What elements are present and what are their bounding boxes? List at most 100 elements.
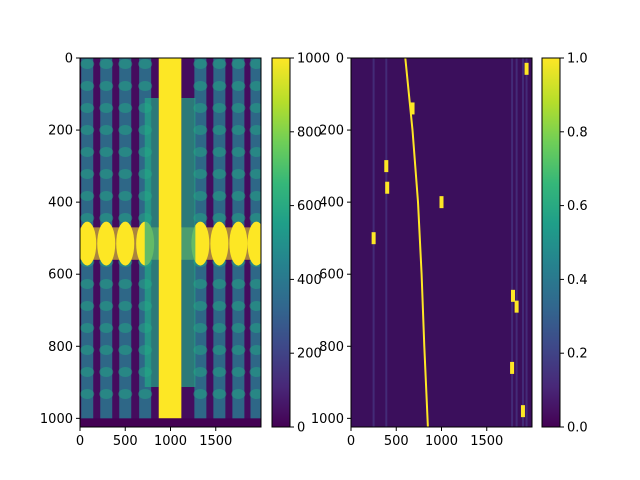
left-colorbar-frame (271, 57, 291, 428)
bright-blob (385, 181, 390, 194)
y-tick-label: 600 (319, 268, 344, 283)
band-texture (99, 125, 114, 135)
band-texture (249, 125, 261, 135)
band-texture (118, 301, 133, 311)
band-texture (80, 323, 95, 333)
band-texture (249, 81, 261, 91)
band-texture (249, 147, 261, 157)
center-band-glow (181, 98, 196, 387)
bottom-strip (80, 418, 261, 427)
band-texture (231, 389, 246, 399)
band-texture (80, 389, 95, 399)
band-texture (99, 367, 114, 377)
band-texture (99, 301, 114, 311)
band-texture (231, 59, 246, 69)
band-texture (118, 59, 133, 69)
bright-blob (510, 361, 515, 374)
bright-blob (520, 405, 525, 418)
y-tick-label: 1000 (311, 412, 344, 427)
band-texture (193, 169, 208, 179)
x-tick-label: 0 (76, 434, 84, 449)
y-tick-label: 0 (65, 52, 73, 67)
colorbar-tick-label: 1.0 (567, 52, 588, 67)
colorbar-tick-label: 600 (297, 199, 322, 214)
y-tick-label: 200 (48, 124, 73, 139)
band-texture (80, 81, 95, 91)
band-texture (249, 59, 261, 69)
band-texture (193, 279, 208, 289)
band-texture (212, 59, 227, 69)
band-texture (212, 125, 227, 135)
colorbar-tick-label: 800 (297, 125, 322, 140)
band-texture (231, 169, 246, 179)
y-tick-label: 800 (319, 340, 344, 355)
right-colorbar (542, 58, 560, 427)
band-texture (99, 147, 114, 157)
bright-curve (404, 58, 429, 427)
band-texture (80, 103, 95, 113)
band-texture (118, 125, 133, 135)
band-texture (80, 301, 95, 311)
x-tick-label: 1500 (199, 434, 232, 449)
band-texture (118, 191, 133, 201)
band-texture (193, 59, 208, 69)
band-texture (193, 367, 208, 377)
band-texture (231, 147, 246, 157)
band-texture (212, 323, 227, 333)
band-texture (138, 59, 153, 69)
right-y-axis: 0 200 400 600 800 1000 (311, 52, 351, 427)
bright-blob (510, 289, 515, 302)
band-texture (212, 367, 227, 377)
band-texture (118, 103, 133, 113)
bright-blob (384, 160, 389, 173)
band-texture (231, 367, 246, 377)
center-band-glow (144, 98, 159, 387)
band-texture (80, 345, 95, 355)
band-texture (212, 389, 227, 399)
band-texture (249, 103, 261, 113)
band-texture (193, 125, 208, 135)
faint-streak (511, 58, 514, 427)
band-texture (249, 279, 261, 289)
band-texture (231, 81, 246, 91)
x-tick-label: 1500 (470, 434, 503, 449)
x-tick-label: 1000 (425, 434, 458, 449)
band-texture (212, 279, 227, 289)
band-texture (212, 103, 227, 113)
colorbar-tick-label: 200 (297, 347, 322, 362)
band-texture (138, 389, 153, 399)
bright-blob (410, 102, 415, 115)
band-texture (193, 301, 208, 311)
band-texture (231, 125, 246, 135)
band-texture (99, 169, 114, 179)
band-texture (193, 191, 208, 201)
left-colorbar-axis: 0 200 400 600 800 1000 (290, 52, 330, 436)
band-texture (193, 345, 208, 355)
y-tick-label: 200 (319, 124, 344, 139)
band-texture (249, 301, 261, 311)
colorbar-tick-label: 0.4 (567, 273, 588, 288)
right-colorbar-axis: 0.0 0.2 0.4 0.6 0.8 1.0 (560, 52, 588, 436)
left-colorbar (272, 58, 290, 427)
x-tick-label: 1000 (154, 434, 187, 449)
band-texture (249, 389, 261, 399)
band-texture (99, 213, 114, 223)
band-texture (99, 323, 114, 333)
band-texture (99, 191, 114, 201)
band-texture (80, 147, 95, 157)
band-texture (80, 59, 95, 69)
center-band (158, 58, 182, 419)
band-texture (212, 147, 227, 157)
band-texture (249, 367, 261, 377)
heatmap-background (351, 58, 532, 427)
band-texture (212, 81, 227, 91)
bright-blob (439, 196, 444, 209)
band-texture (193, 323, 208, 333)
y-tick-label: 400 (319, 196, 344, 211)
band-texture (99, 81, 114, 91)
faint-streak (515, 58, 518, 427)
band-texture (249, 345, 261, 355)
band-texture (80, 191, 95, 201)
x-tick-label: 0 (347, 434, 355, 449)
colorbar-tick-label: 400 (297, 273, 322, 288)
